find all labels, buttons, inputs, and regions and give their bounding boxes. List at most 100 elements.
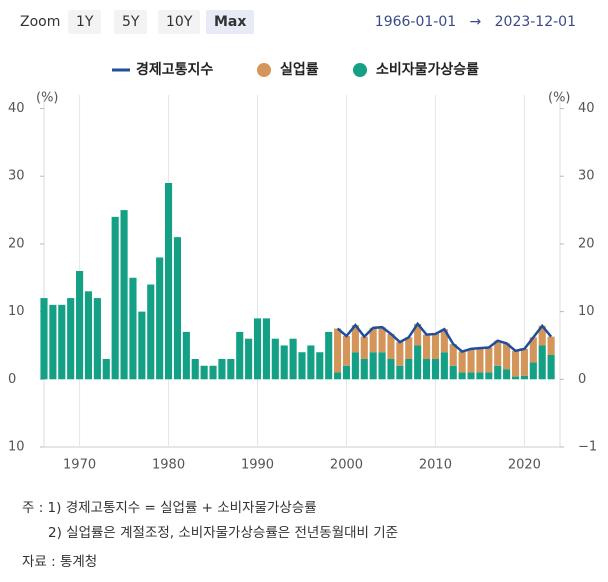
zoom-button[interactable]: 5Y: [114, 10, 148, 34]
bar: [538, 325, 546, 346]
bar: [164, 183, 173, 380]
range-from: 1966-01-01: [374, 14, 457, 30]
bar: [494, 340, 502, 366]
bar: [440, 329, 448, 353]
zoom-label: Zoom: [20, 14, 61, 30]
bar: [236, 331, 244, 380]
bar: [529, 362, 537, 380]
bar: [360, 336, 368, 359]
bar: [405, 359, 413, 380]
y-tick-label: 40: [8, 101, 25, 116]
bar: [440, 352, 448, 380]
legend-label: 경제고통지수: [136, 61, 213, 78]
legend-label: 소비자물가상승률: [376, 61, 479, 78]
bar: [173, 237, 182, 380]
y2-tick-label: −1: [578, 440, 597, 455]
bar: [218, 359, 226, 380]
x-tick-label: 2020: [508, 458, 541, 473]
bar: [449, 344, 457, 366]
bar: [138, 311, 146, 380]
range-to: 2023-12-01: [494, 14, 576, 30]
zoom-button[interactable]: Max: [206, 10, 255, 34]
bar: [547, 354, 555, 380]
bar: [289, 338, 297, 380]
bar: [253, 318, 262, 380]
bar: [396, 365, 404, 380]
y-tick-label: 30: [8, 169, 25, 184]
bar: [245, 338, 253, 380]
bar: [485, 372, 493, 380]
bar: [414, 323, 422, 346]
bar: [449, 365, 457, 380]
x-tick-label: 1970: [63, 458, 96, 473]
bar: [458, 372, 466, 380]
y-tick-label: 10: [8, 304, 25, 319]
bar: [467, 348, 475, 373]
line: [336, 321, 553, 353]
bar: [120, 210, 128, 380]
y2-tick-label: 20: [578, 236, 595, 251]
bar: [334, 372, 342, 380]
bar: [84, 291, 93, 380]
bar: [67, 298, 75, 380]
toolbar: Zoom 1966-01-01 → 2023-12-01 1Y 5Y 10Y Max: [0, 8, 608, 38]
bar: [431, 359, 440, 380]
y-tick-label: 0: [8, 372, 16, 387]
bar: [476, 348, 484, 373]
bar: [485, 347, 493, 373]
bar: [49, 304, 57, 380]
bar: [129, 277, 137, 380]
bar: [200, 365, 208, 380]
zoom-button[interactable]: 10Y: [158, 10, 201, 34]
bar: [93, 298, 101, 380]
bar: [102, 359, 110, 380]
source: 자료 : 통계청: [22, 554, 98, 570]
bar: [58, 304, 66, 380]
x-tick-label: 1990: [241, 458, 274, 473]
bar: [156, 257, 164, 380]
legend-label: 실업률: [280, 61, 319, 78]
bar: [342, 365, 351, 380]
bar: [520, 348, 528, 376]
bar: [405, 337, 413, 359]
range-arrow: →: [469, 14, 482, 30]
bar: [334, 328, 342, 373]
bar: [503, 343, 511, 370]
y-unit: (%): [36, 91, 59, 106]
bar: [378, 352, 386, 380]
bar: [271, 338, 279, 380]
bar: [547, 336, 555, 355]
bar: [342, 335, 351, 366]
bar: [280, 345, 288, 380]
bar: [369, 352, 377, 380]
bar: [396, 342, 404, 366]
bar: [351, 325, 359, 353]
bar: [511, 350, 520, 377]
x-tick-label: 2000: [330, 458, 363, 473]
bar: [147, 284, 155, 380]
y-tick-label: 10: [8, 440, 25, 455]
bar: [191, 359, 199, 380]
bar: [325, 331, 333, 380]
bar: [529, 337, 537, 363]
chart: 1970 1980 1990 2000 2010 2020 10 0 10 20 30 40 −1 0 10…: [8, 61, 597, 473]
x-tick-label: 2010: [419, 458, 452, 473]
bar: [76, 271, 84, 380]
bar: [262, 318, 270, 380]
zoom-button[interactable]: 1Y: [68, 10, 102, 34]
y2-tick-label: 30: [578, 169, 595, 184]
bar: [369, 327, 377, 353]
bar: [227, 359, 235, 380]
bar: [422, 359, 431, 380]
legend-swatch: [353, 63, 367, 77]
bar: [378, 327, 386, 353]
bar: [422, 334, 431, 359]
bar: [182, 331, 190, 380]
bar: [431, 333, 440, 359]
bar: [503, 369, 511, 380]
bar: [414, 345, 422, 380]
bar: [520, 375, 528, 380]
bar: [511, 376, 520, 380]
bar: [387, 359, 395, 380]
